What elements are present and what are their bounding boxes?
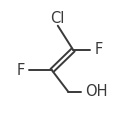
Text: F: F [17,63,25,78]
Text: OH: OH [85,84,107,99]
Text: Cl: Cl [51,11,65,26]
Text: F: F [94,42,103,57]
